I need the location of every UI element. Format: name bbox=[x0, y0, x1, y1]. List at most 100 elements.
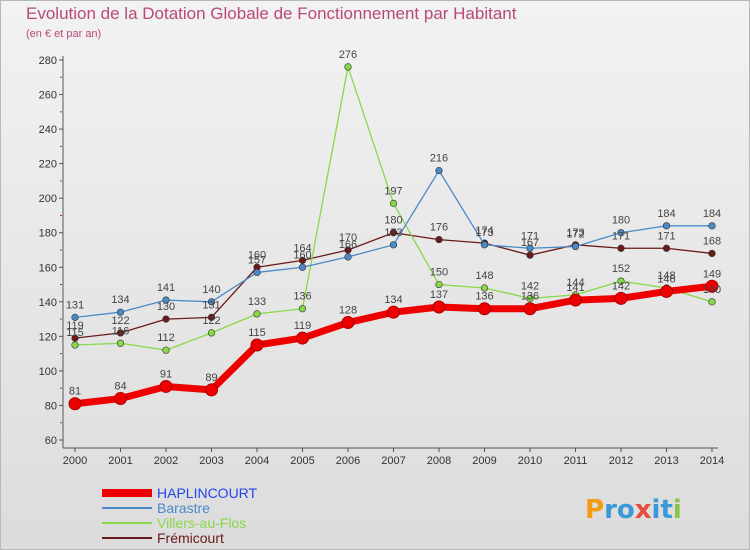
data-point-barastre bbox=[116, 308, 125, 316]
data-label-fremicourt: 170 bbox=[339, 232, 357, 244]
data-point-fremicourt bbox=[116, 329, 125, 337]
x-tick-label: 2009 bbox=[472, 455, 496, 467]
data-point-villers-au-flos bbox=[116, 339, 125, 347]
data-label-fremicourt: 180 bbox=[384, 215, 402, 227]
x-tick-label: 2011 bbox=[564, 455, 588, 467]
data-label-barastre: 131 bbox=[66, 299, 84, 311]
data-point-haplincourt bbox=[114, 392, 127, 406]
data-point-villers-au-flos bbox=[435, 280, 443, 289]
data-point-villers-au-flos bbox=[298, 305, 307, 313]
data-point-haplincourt bbox=[478, 302, 491, 316]
x-tick-label: 2012 bbox=[609, 455, 633, 467]
data-point-barastre bbox=[435, 166, 443, 175]
data-label-villers-au-flos: 115 bbox=[66, 327, 84, 339]
data-point-barastre bbox=[662, 222, 671, 230]
x-tick-label: 2004 bbox=[245, 455, 269, 467]
x-tick-label: 2006 bbox=[336, 455, 360, 467]
data-label-haplincourt: 81 bbox=[69, 386, 81, 398]
data-point-barastre bbox=[298, 263, 307, 271]
data-label-villers-au-flos: 140 bbox=[703, 284, 721, 296]
logo-letter: i bbox=[673, 495, 682, 525]
data-point-fremicourt bbox=[71, 334, 79, 342]
y-tick-label: 280 bbox=[39, 55, 57, 67]
data-label-haplincourt: 134 bbox=[384, 294, 402, 306]
legend-label-fremicourt: Frémicourt bbox=[157, 530, 224, 546]
data-label-fremicourt: 176 bbox=[430, 222, 448, 234]
data-label-fremicourt: 174 bbox=[475, 225, 493, 237]
data-label-fremicourt: 173 bbox=[566, 227, 584, 239]
data-point-haplincourt bbox=[660, 284, 673, 298]
data-point-haplincourt bbox=[523, 302, 537, 316]
data-label-fremicourt: 168 bbox=[703, 235, 721, 247]
data-point-haplincourt bbox=[68, 397, 82, 411]
data-point-fremicourt bbox=[526, 251, 534, 259]
data-label-haplincourt: 136 bbox=[521, 291, 539, 303]
data-label-barastre: 173 bbox=[475, 227, 493, 239]
data-point-fremicourt bbox=[207, 313, 216, 321]
data-point-barastre bbox=[571, 242, 580, 251]
data-label-haplincourt: 119 bbox=[294, 320, 312, 332]
data-point-fremicourt bbox=[298, 256, 307, 264]
legend-label-haplincourt: HAPLINCOURT bbox=[157, 485, 258, 501]
data-point-villers-au-flos bbox=[344, 63, 352, 71]
data-point-fremicourt bbox=[389, 229, 398, 237]
y-tick-label: 60 bbox=[45, 435, 57, 447]
data-label-villers-au-flos: 136 bbox=[293, 291, 311, 303]
x-tick-label: 2001 bbox=[108, 455, 132, 467]
data-point-barastre bbox=[71, 313, 79, 321]
data-label-villers-au-flos: 148 bbox=[475, 270, 493, 282]
x-tick-label: 2002 bbox=[154, 455, 178, 467]
x-tick-label: 2008 bbox=[427, 455, 451, 467]
data-label-villers-au-flos: 148 bbox=[657, 270, 675, 282]
data-label-barastre: 166 bbox=[339, 239, 357, 251]
data-label-barastre: 184 bbox=[703, 208, 721, 220]
x-tick-label: 2003 bbox=[199, 455, 223, 467]
series-layer bbox=[68, 63, 719, 411]
data-label-villers-au-flos: 116 bbox=[112, 325, 130, 337]
data-point-fremicourt bbox=[435, 236, 443, 244]
data-point-haplincourt bbox=[432, 300, 446, 314]
logo-letter: o bbox=[617, 495, 635, 525]
data-label-villers-au-flos: 197 bbox=[384, 185, 402, 197]
y-tick-label: 180 bbox=[39, 228, 57, 240]
axes: 60 80 100 120 140 160 180 200 220 240 260 280 2000 20… bbox=[39, 55, 725, 467]
data-label-fremicourt: 171 bbox=[612, 230, 630, 242]
data-label-fremicourt: 119 bbox=[66, 320, 84, 332]
y-tick-label: 260 bbox=[39, 90, 57, 102]
data-label-fremicourt: 122 bbox=[111, 315, 129, 327]
data-label-haplincourt: 115 bbox=[248, 327, 266, 339]
data-label-fremicourt: 160 bbox=[248, 249, 266, 261]
logo-letter: t bbox=[660, 495, 672, 525]
data-label-villers-au-flos: 112 bbox=[157, 332, 175, 344]
data-point-haplincourt bbox=[387, 305, 400, 319]
data-point-haplincourt bbox=[341, 316, 355, 330]
x-tick-label: 2014 bbox=[700, 455, 724, 467]
proxiti-logo-text: Proxiti bbox=[585, 495, 682, 525]
data-label-haplincourt: 142 bbox=[612, 280, 630, 292]
data-label-barastre: 172 bbox=[566, 229, 584, 241]
data-label-barastre: 157 bbox=[248, 254, 266, 266]
data-label-haplincourt: 128 bbox=[339, 305, 357, 317]
data-point-fremicourt bbox=[162, 315, 170, 323]
data-point-villers-au-flos bbox=[71, 341, 79, 349]
data-label-barastre: 140 bbox=[202, 284, 220, 296]
data-label-haplincourt: 89 bbox=[205, 372, 217, 384]
data-point-haplincourt bbox=[569, 293, 582, 307]
data-label-haplincourt: 84 bbox=[114, 381, 126, 393]
data-point-fremicourt bbox=[344, 246, 352, 254]
y-tick-label: 140 bbox=[39, 297, 57, 309]
data-point-haplincourt bbox=[614, 291, 628, 305]
data-label-villers-au-flos: 122 bbox=[202, 315, 220, 327]
data-label-fremicourt: 164 bbox=[293, 242, 311, 254]
logo-letter: r bbox=[604, 495, 617, 525]
data-label-villers-au-flos: 142 bbox=[521, 280, 539, 292]
data-point-fremicourt bbox=[708, 249, 716, 258]
x-tick-label: 2007 bbox=[381, 455, 405, 467]
y-tick-label: 240 bbox=[39, 124, 57, 136]
data-label-haplincourt: 146 bbox=[657, 273, 675, 285]
data-point-haplincourt bbox=[250, 338, 264, 352]
data-point-villers-au-flos bbox=[526, 294, 534, 302]
data-label-barastre: 160 bbox=[293, 249, 311, 261]
